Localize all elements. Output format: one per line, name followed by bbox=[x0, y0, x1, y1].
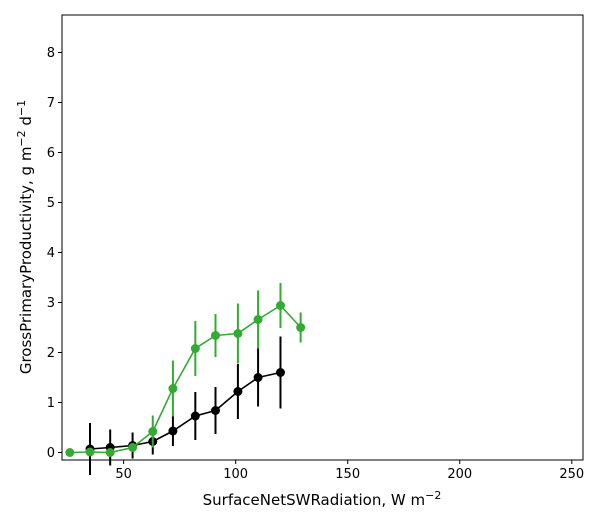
x-axis-label-exponent: −2 bbox=[425, 489, 441, 502]
data-point bbox=[168, 426, 178, 436]
data-point bbox=[85, 447, 95, 457]
y-tick-label: 6 bbox=[47, 146, 55, 161]
series-2 bbox=[65, 283, 306, 457]
data-point bbox=[105, 448, 115, 457]
data-point bbox=[210, 406, 220, 415]
series-layer bbox=[65, 283, 306, 475]
y-axis-label-exponent-2: −1 bbox=[15, 100, 28, 116]
x-axis-label: SurfaceNetSWRadiation, W m−2 bbox=[203, 489, 442, 509]
y-tick-label: 7 bbox=[47, 96, 55, 111]
y-tick-label: 4 bbox=[47, 246, 55, 261]
x-axis-label-main: SurfaceNetSWRadiation, W m bbox=[203, 491, 425, 509]
data-point bbox=[233, 329, 243, 338]
data-point bbox=[210, 331, 220, 340]
data-point bbox=[233, 387, 243, 396]
data-point bbox=[253, 315, 263, 324]
x-axis-ticks: 50 100 150 200 250 bbox=[115, 460, 584, 482]
plot-area bbox=[62, 15, 583, 460]
data-point bbox=[190, 344, 200, 353]
y-tick-label: 5 bbox=[47, 196, 55, 211]
data-point bbox=[128, 443, 138, 452]
data-point bbox=[190, 411, 200, 421]
y-tick-label: 1 bbox=[47, 396, 55, 411]
y-tick-label: 0 bbox=[47, 446, 55, 461]
data-point bbox=[168, 384, 178, 393]
y-axis-label: GrossPrimaryProductivity, g m−2 d−1 bbox=[15, 100, 35, 374]
y-axis-label-exponent-1: −2 bbox=[15, 130, 28, 146]
x-tick-label: 50 bbox=[115, 467, 132, 482]
data-point bbox=[275, 301, 285, 310]
y-tick-label: 2 bbox=[47, 346, 55, 361]
y-tick-label: 8 bbox=[47, 46, 55, 61]
data-point bbox=[253, 373, 263, 382]
y-tick-label: 3 bbox=[47, 296, 55, 311]
x-tick-label: 250 bbox=[559, 467, 584, 482]
x-tick-label: 150 bbox=[335, 467, 360, 482]
x-tick-label: 100 bbox=[223, 467, 248, 482]
data-point bbox=[148, 427, 158, 436]
data-point bbox=[296, 323, 306, 332]
y-axis-label-main: GrossPrimaryProductivity, g m bbox=[17, 147, 35, 375]
data-point bbox=[65, 448, 75, 457]
x-tick-label: 200 bbox=[447, 467, 472, 482]
plot-frame bbox=[61, 14, 584, 461]
series-line bbox=[89, 371, 281, 450]
y-axis-ticks: 0 1 2 3 4 5 6 7 8 bbox=[47, 46, 62, 461]
data-point bbox=[275, 368, 285, 377]
y-axis-label-mid: d bbox=[17, 116, 35, 130]
